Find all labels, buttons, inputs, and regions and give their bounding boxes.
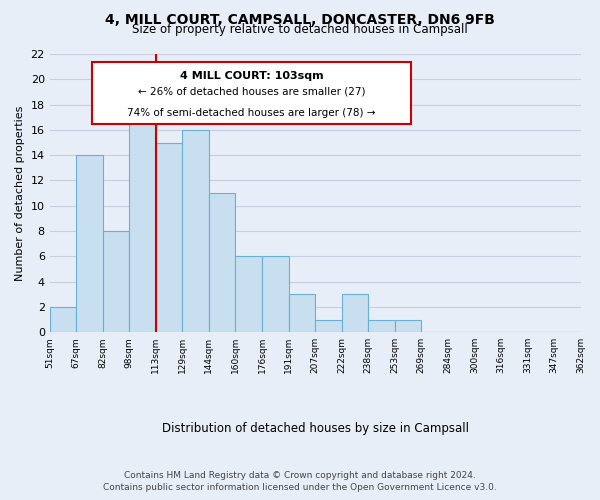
Text: Size of property relative to detached houses in Campsall: Size of property relative to detached ho… (132, 24, 468, 36)
X-axis label: Distribution of detached houses by size in Campsall: Distribution of detached houses by size … (161, 422, 469, 435)
Bar (368, 320, 395, 332)
Bar (76, 155, 103, 332)
Bar (156, 142, 182, 332)
Text: 4 MILL COURT: 103sqm: 4 MILL COURT: 103sqm (179, 70, 323, 81)
Bar (262, 256, 289, 332)
Bar (129, 104, 156, 332)
Bar (395, 320, 421, 332)
Bar (315, 320, 341, 332)
Y-axis label: Number of detached properties: Number of detached properties (15, 106, 25, 281)
Bar (182, 130, 209, 332)
Bar (235, 256, 262, 332)
Bar (209, 193, 235, 332)
Bar (50, 307, 76, 332)
Text: Contains HM Land Registry data © Crown copyright and database right 2024.
Contai: Contains HM Land Registry data © Crown c… (103, 471, 497, 492)
Text: 4, MILL COURT, CAMPSALL, DONCASTER, DN6 9FB: 4, MILL COURT, CAMPSALL, DONCASTER, DN6 … (105, 12, 495, 26)
Bar (103, 231, 129, 332)
Text: 74% of semi-detached houses are larger (78) →: 74% of semi-detached houses are larger (… (127, 108, 376, 118)
Text: ← 26% of detached houses are smaller (27): ← 26% of detached houses are smaller (27… (137, 86, 365, 96)
FancyBboxPatch shape (92, 62, 410, 124)
Bar (289, 294, 315, 332)
Bar (341, 294, 368, 332)
